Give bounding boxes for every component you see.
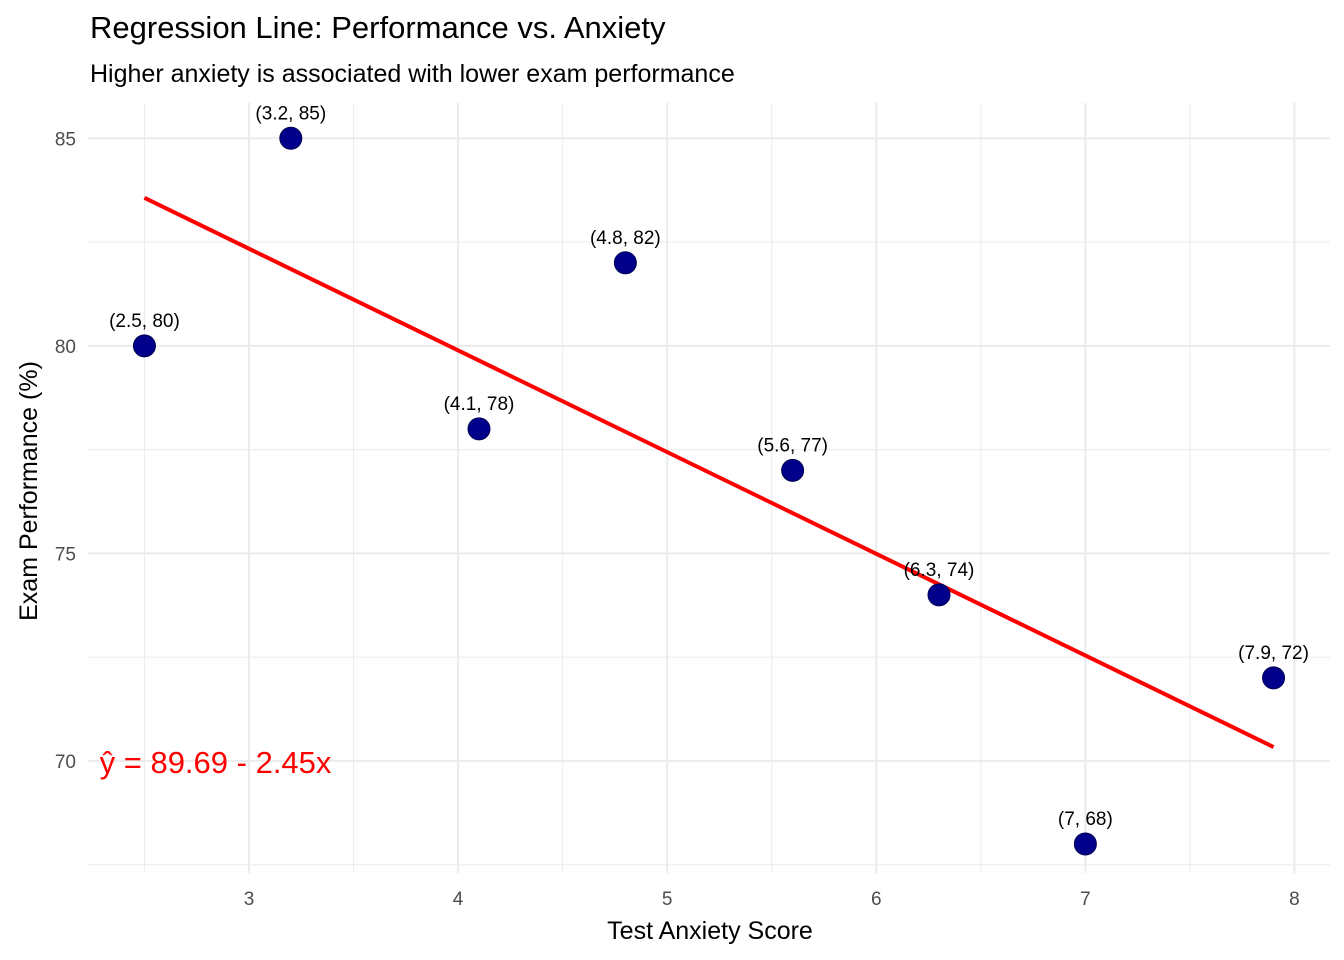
y-tick-label: 80 [55,337,76,358]
regression-line-group [143,196,1275,749]
data-point [467,417,491,441]
point-label: (4.1, 78) [444,394,515,415]
y-axis-title: Exam Performance (%) [15,361,43,621]
regression-line [143,196,1275,749]
point-label: (3.2, 85) [255,103,326,124]
x-tick-labels: 3 4 5 6 7 8 [244,889,1300,910]
data-point [1262,666,1286,690]
regression-equation: ŷ = 89.69 - 2.45x [100,745,332,780]
point-label: (6.3, 74) [904,560,975,581]
data-point [781,458,805,482]
x-tick-label: 8 [1289,889,1300,910]
y-tick-label: 75 [55,544,76,565]
chart-subtitle: Higher anxiety is associated with lower … [90,60,735,88]
data-point [927,583,951,607]
y-tick-label: 85 [55,129,76,150]
x-tick-label: 3 [244,889,255,910]
point-label: (2.5, 80) [109,311,180,332]
data-point [1073,832,1097,856]
point-labels: (2.5, 80) (3.2, 85) (4.1, 78) (4.8, 82) (5.6… [109,103,1309,830]
point-label: (7, 68) [1058,809,1113,830]
data-point [279,126,303,150]
x-tick-label: 7 [1080,889,1091,910]
point-label: (4.8, 82) [590,228,661,249]
major-gridlines [88,103,1330,873]
x-tick-label: 5 [662,889,673,910]
y-tick-label: 70 [55,752,76,773]
y-tick-labels: 70 75 80 85 [55,129,76,773]
point-label: (5.6, 77) [757,435,828,456]
x-axis-title: Test Anxiety Score [607,917,813,945]
data-point [132,334,156,358]
x-tick-label: 4 [453,889,464,910]
minor-gridlines [88,103,1330,873]
x-tick-label: 6 [871,889,882,910]
data-point [613,251,637,275]
point-label: (7.9, 72) [1238,643,1309,664]
data-points [132,126,1286,856]
chart-title: Regression Line: Performance vs. Anxiety [90,10,666,45]
